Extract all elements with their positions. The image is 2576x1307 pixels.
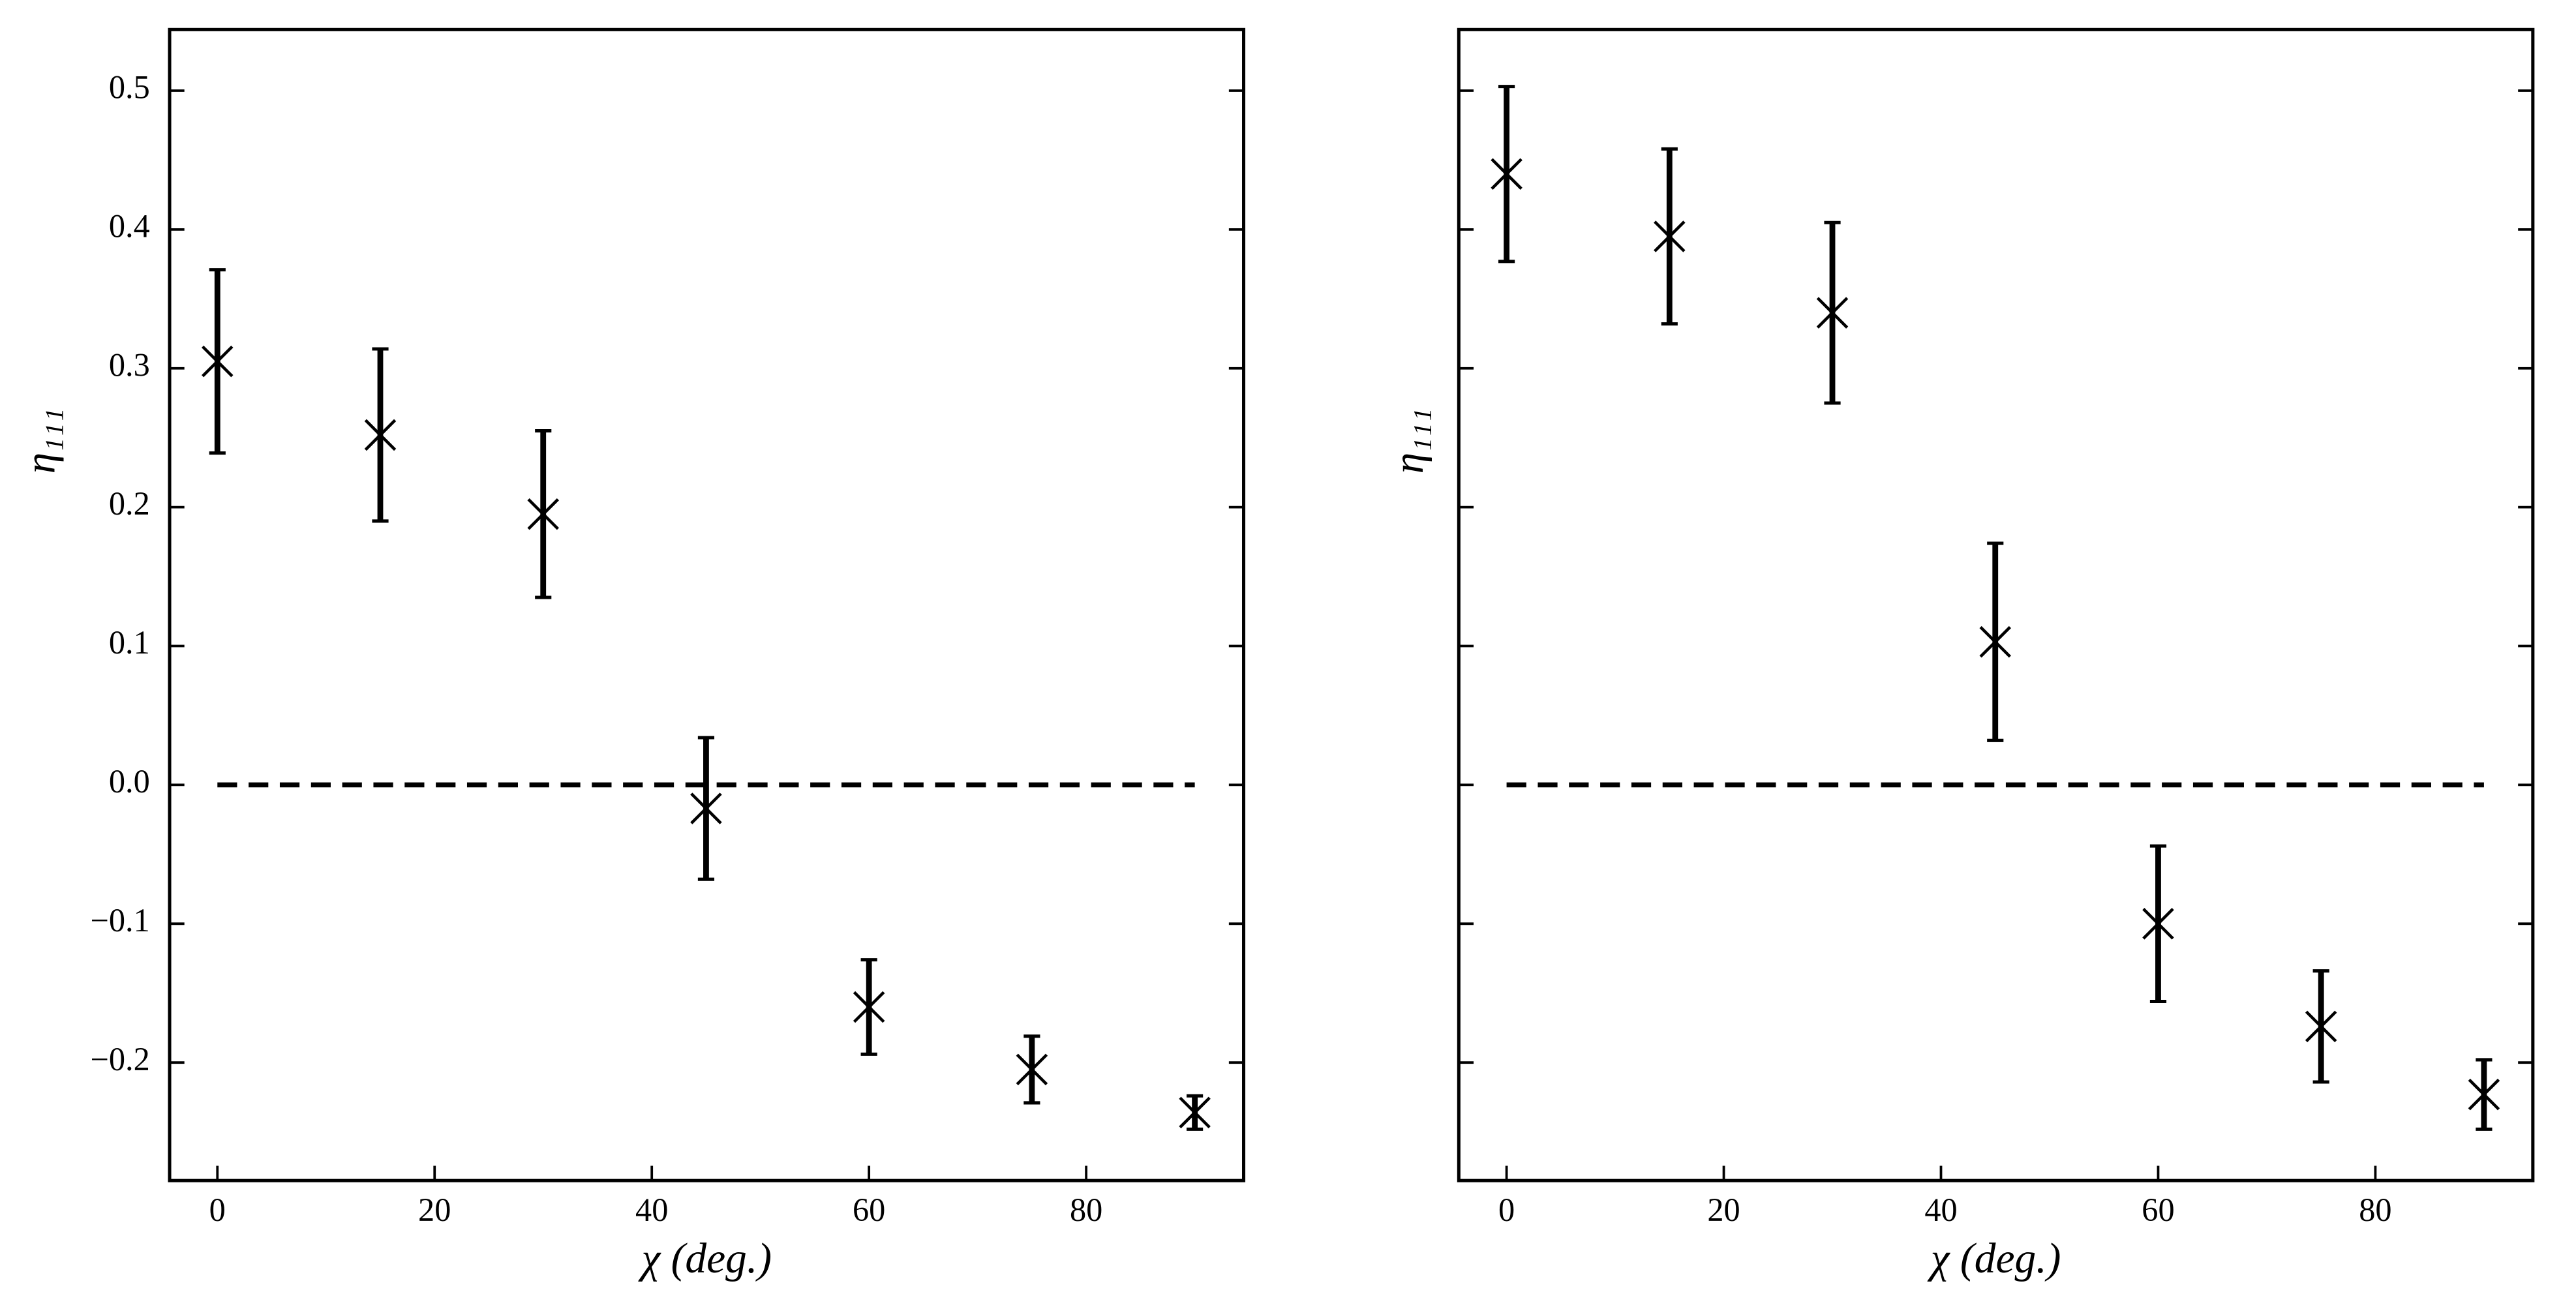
x-tick-label: 20 [418,1192,451,1228]
marker [853,991,885,1023]
plot-frame [168,27,1246,1182]
y-tick-label: −0.2 [90,1041,149,1077]
y-tick-label: 0.0 [109,763,150,800]
marker [202,345,234,378]
x-axis-label: χ (deg.) [1927,1235,2061,1282]
x-axis-label: χ (deg.) [637,1235,772,1282]
x-tick-label: 40 [635,1192,668,1228]
y-tick-label: 0.2 [109,485,150,522]
x-tick-label: 0 [1498,1192,1515,1228]
x-tick-label: 20 [1707,1192,1740,1228]
x-tick-label: 60 [853,1192,885,1228]
marker [1491,158,1523,190]
x-tick-label: 40 [1924,1192,1957,1228]
marker [1654,220,1686,252]
y-tick-label: 0.4 [109,207,150,244]
plot-frame [1457,27,2535,1182]
x-tick-label: 80 [2359,1192,2391,1228]
marker [1979,625,2012,658]
x-tick-label: 0 [209,1192,226,1228]
chart: −0.2 −0.1 0.0 0.1 0.2 0.3 0.4 0.5 0 20 40 60 80 χ (de… [18,27,1246,1282]
y-axis-label: η₁₁₁ [18,408,65,474]
marker [1179,1096,1211,1129]
marker [690,792,722,824]
marker [1016,1053,1048,1086]
y-tick-label: 0.1 [109,624,150,661]
x-tick-label: 60 [2142,1192,2174,1228]
marker [364,419,397,451]
chart: 0 20 40 60 80 χ (deg.) η₁₁₁ [1386,27,2535,1282]
marker [527,498,559,530]
marker [2468,1078,2500,1111]
y-tick-label: 0.3 [109,346,150,383]
marker [2305,1010,2337,1043]
y-tick-label: −0.1 [90,902,149,939]
x-tick-label: 80 [1070,1192,1102,1228]
marker [2142,908,2174,940]
y-tick-label: 0.5 [109,69,150,106]
y-axis-label: η₁₁₁ [1386,408,1432,474]
marker [1816,297,1849,329]
